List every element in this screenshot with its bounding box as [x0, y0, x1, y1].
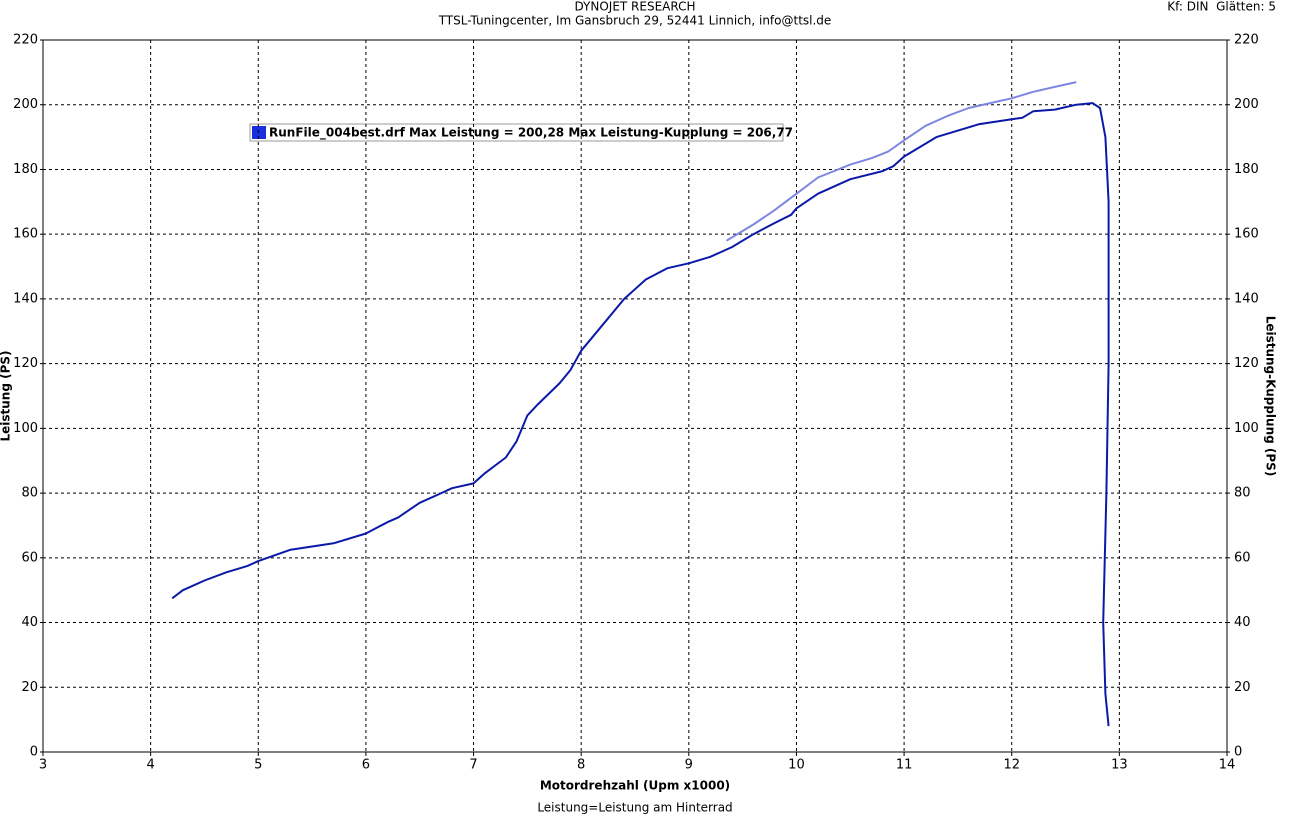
legend-text: RunFile_004best.drf Max Leistung = 200,2… — [269, 126, 793, 141]
y-tick-label: 200 — [13, 97, 38, 112]
corner-note: Kf: DIN Glätten: 5 — [1167, 0, 1276, 14]
x-tick-label: 3 — [39, 758, 47, 773]
y-tick-label: 0 — [30, 745, 38, 760]
plot-frame — [42, 39, 1228, 753]
x-tick-label: 5 — [254, 758, 262, 773]
x-tick-label: 13 — [1111, 758, 1128, 773]
y-tick-label: 220 — [13, 33, 38, 48]
y-tick-label: 80 — [21, 486, 38, 501]
x-tick-label: 7 — [469, 758, 477, 773]
y-tick-label: 20 — [21, 680, 38, 695]
y2-tick-label: 60 — [1234, 550, 1251, 565]
y-tick-label: 40 — [21, 615, 38, 630]
y-tick-label: 120 — [13, 356, 38, 371]
chart-subtitle: TTSL-Tuningcenter, Im Gansbruch 29, 5244… — [438, 14, 832, 28]
x-tick-label: 14 — [1219, 758, 1236, 773]
x-tick-label: 11 — [896, 758, 913, 773]
y-tick-label: 140 — [13, 291, 38, 306]
y2-tick-label: 140 — [1234, 291, 1259, 306]
footer: Leistung=Leistung am Hinterrad — [537, 801, 732, 815]
series-line — [171, 102, 1110, 727]
x-tick-label: 4 — [146, 758, 154, 773]
y-tick-label: 60 — [21, 550, 38, 565]
y2-tick-label: 160 — [1234, 227, 1259, 242]
chart-title: DYNOJET RESEARCH — [574, 0, 695, 14]
series-line — [725, 81, 1077, 242]
y2-tick-label: 0 — [1234, 745, 1242, 760]
x-tick-label: 6 — [362, 758, 370, 773]
x-tick-label: 8 — [577, 758, 585, 773]
y2-tick-label: 40 — [1234, 615, 1251, 630]
y2-tick-label: 80 — [1234, 486, 1251, 501]
x-tick-label: 10 — [788, 758, 805, 773]
x-axis-label: Motordrehzahl (Upm x1000) — [540, 779, 730, 793]
y2-tick-label: 220 — [1234, 33, 1259, 48]
y2-tick-label: 200 — [1234, 97, 1259, 112]
y2-tick-label: 180 — [1234, 162, 1259, 177]
y2-tick-label: 20 — [1234, 680, 1251, 695]
y-tick-label: 180 — [13, 162, 38, 177]
legend-swatch — [252, 126, 266, 139]
x-tick-label: 9 — [685, 758, 693, 773]
y-tick-label: 160 — [13, 227, 38, 242]
y2-tick-label: 120 — [1234, 356, 1259, 371]
legend-box — [249, 123, 784, 142]
y2-tick-label: 100 — [1234, 421, 1259, 436]
x-tick-label: 12 — [1003, 758, 1020, 773]
y-tick-label: 100 — [13, 421, 38, 436]
y2-axis-label: Leistung-Kupplung (PS) — [1264, 316, 1278, 477]
y-axis-label: Leistung (PS) — [0, 350, 13, 441]
